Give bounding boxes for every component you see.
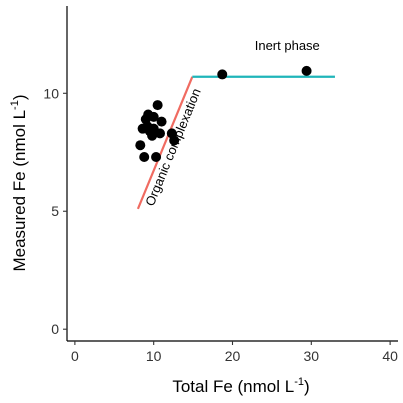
plot-area: [135, 65, 335, 210]
data-point: [217, 69, 228, 80]
x-tick-label: 30: [304, 348, 320, 364]
data-point: [135, 140, 146, 151]
x-tick-label: 40: [382, 348, 398, 364]
fit-lines: [136, 75, 335, 210]
x-tick-label: 20: [225, 348, 241, 364]
x-axis-ticks: 0 10 20 30 40: [71, 341, 398, 364]
data-point: [151, 151, 162, 162]
organic-complexation-label: Organic complexation: [142, 86, 204, 208]
x-axis-title: Total Fe (nmol L-1): [172, 376, 309, 396]
inert-phase-label: Inert phase: [255, 38, 320, 53]
data-point: [169, 135, 180, 146]
data-point: [301, 65, 312, 76]
y-tick-label: 5: [51, 203, 59, 219]
x-tick-label: 0: [71, 348, 79, 364]
data-points: [135, 65, 312, 162]
data-point: [152, 100, 163, 111]
y-axis-ticks: 0 5 10: [43, 85, 67, 337]
data-point: [139, 151, 150, 162]
data-point: [148, 111, 159, 122]
data-point: [156, 116, 167, 127]
fit-line-1: [136, 76, 194, 210]
data-point: [154, 128, 165, 139]
y-tick-label: 10: [43, 85, 59, 101]
x-tick-label: 10: [146, 348, 162, 364]
y-axis-title: Measured Fe (nmol L-1): [9, 94, 29, 271]
y-tick-label: 0: [51, 321, 59, 337]
